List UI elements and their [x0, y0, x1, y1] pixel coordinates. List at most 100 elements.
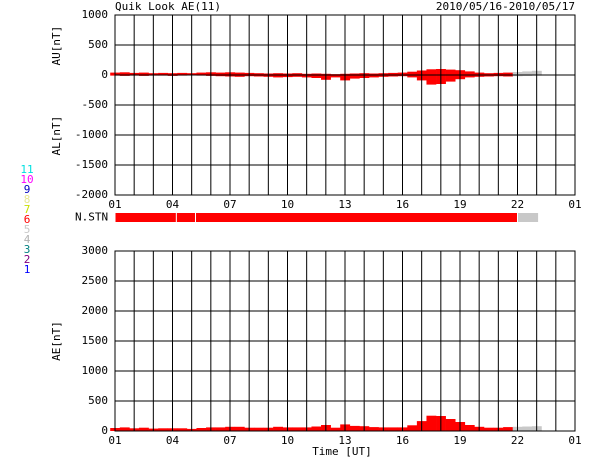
- x-tick-label: 01: [568, 198, 581, 211]
- x-tick-label: 13: [338, 198, 351, 211]
- bar: [138, 427, 149, 431]
- station-segment: [176, 213, 195, 222]
- bar: [234, 75, 245, 77]
- x-tick-label: 04: [166, 198, 180, 211]
- bar: [215, 75, 226, 77]
- y-tick-label: 1000: [82, 8, 109, 21]
- x-tick-label: 13: [338, 434, 351, 447]
- y-tick-label: 500: [88, 38, 108, 51]
- bar: [234, 426, 245, 431]
- bar: [464, 425, 475, 431]
- bar: [273, 75, 284, 78]
- bar: [119, 72, 130, 75]
- bar: [368, 427, 379, 431]
- bar: [158, 428, 169, 431]
- x-tick-label: 04: [166, 434, 180, 447]
- y-tick-label: -1500: [75, 158, 108, 171]
- station-segment: [518, 213, 539, 222]
- x-tick-label: 16: [396, 198, 409, 211]
- legend-entry: 10: [20, 173, 33, 186]
- bar: [311, 426, 322, 431]
- bar: [311, 73, 322, 75]
- bar: [292, 75, 303, 77]
- bar: [522, 71, 533, 75]
- bar: [503, 75, 514, 77]
- legend-entry: 2: [24, 253, 31, 266]
- bar: [483, 73, 494, 75]
- bar: [234, 72, 245, 75]
- y-tick-label: 2500: [82, 274, 109, 287]
- bar: [483, 427, 494, 431]
- station-segment: [196, 213, 517, 222]
- bar: [388, 72, 399, 75]
- bar: [464, 75, 475, 78]
- legend-entry: 8: [24, 193, 31, 206]
- bar: [368, 75, 379, 78]
- legend-entry: 9: [24, 183, 31, 196]
- bar: [426, 75, 437, 85]
- legend-entry: 4: [24, 233, 31, 246]
- bar: [196, 428, 207, 431]
- bar: [445, 69, 456, 75]
- bar: [464, 71, 475, 75]
- bar: [311, 75, 322, 78]
- x-tick-label: 10: [281, 434, 294, 447]
- legend-entry: 1: [24, 263, 31, 276]
- bar: [196, 72, 207, 75]
- bar: [503, 427, 514, 431]
- y-tick-label: 500: [88, 394, 108, 407]
- chart-title: Quik Look AE(11): [115, 0, 221, 13]
- plot-border: [114, 14, 576, 196]
- x-tick-label: 19: [453, 434, 466, 447]
- y-tick-label: -500: [82, 98, 109, 111]
- bar: [407, 425, 418, 431]
- bar: [158, 72, 169, 75]
- legend-entry: 7: [24, 203, 31, 216]
- bar: [407, 75, 418, 78]
- x-tick-label: 01: [108, 434, 121, 447]
- bar: [273, 426, 284, 431]
- y-tick-label: 2000: [82, 304, 109, 317]
- x-tick-label: 01: [568, 434, 581, 447]
- bar: [253, 75, 264, 77]
- bar: [138, 72, 149, 75]
- bar: [368, 73, 379, 75]
- bar: [177, 428, 188, 431]
- y-tick-label: 1000: [82, 364, 109, 377]
- x-axis-label: Time [UT]: [312, 445, 372, 458]
- y-tick-label: -1000: [75, 128, 108, 141]
- bar: [215, 427, 226, 431]
- y-tick-label: 1500: [82, 334, 109, 347]
- bar: [388, 427, 399, 431]
- y-axis-label: AU[nT]: [50, 26, 63, 66]
- strip-label: N.STN: [75, 211, 108, 224]
- y-axis-label: AE[nT]: [50, 321, 63, 361]
- station-segment: [115, 213, 176, 222]
- bar: [273, 73, 284, 75]
- legend-entry: 3: [24, 243, 31, 256]
- x-tick-label: 19: [453, 198, 466, 211]
- bar: [292, 427, 303, 431]
- bar: [483, 75, 494, 77]
- x-tick-label: 22: [511, 198, 524, 211]
- y-tick-label: 3000: [82, 244, 109, 257]
- bar: [503, 72, 514, 75]
- bar: [349, 425, 360, 431]
- x-tick-label: 10: [281, 198, 294, 211]
- bar: [445, 419, 456, 431]
- bar: [292, 73, 303, 75]
- legend-entry: 6: [24, 213, 31, 226]
- x-tick-label: 07: [223, 198, 236, 211]
- x-tick-label: 22: [511, 434, 524, 447]
- bar: [388, 75, 399, 77]
- bar: [330, 75, 341, 78]
- bar: [426, 415, 437, 431]
- bar: [349, 75, 360, 79]
- x-tick-label: 16: [396, 434, 409, 447]
- bar: [119, 427, 130, 431]
- y-tick-label: 0: [101, 68, 108, 81]
- legend-entry: 11: [20, 163, 33, 176]
- bar: [215, 72, 226, 75]
- bar: [445, 75, 456, 82]
- bar: [522, 426, 533, 431]
